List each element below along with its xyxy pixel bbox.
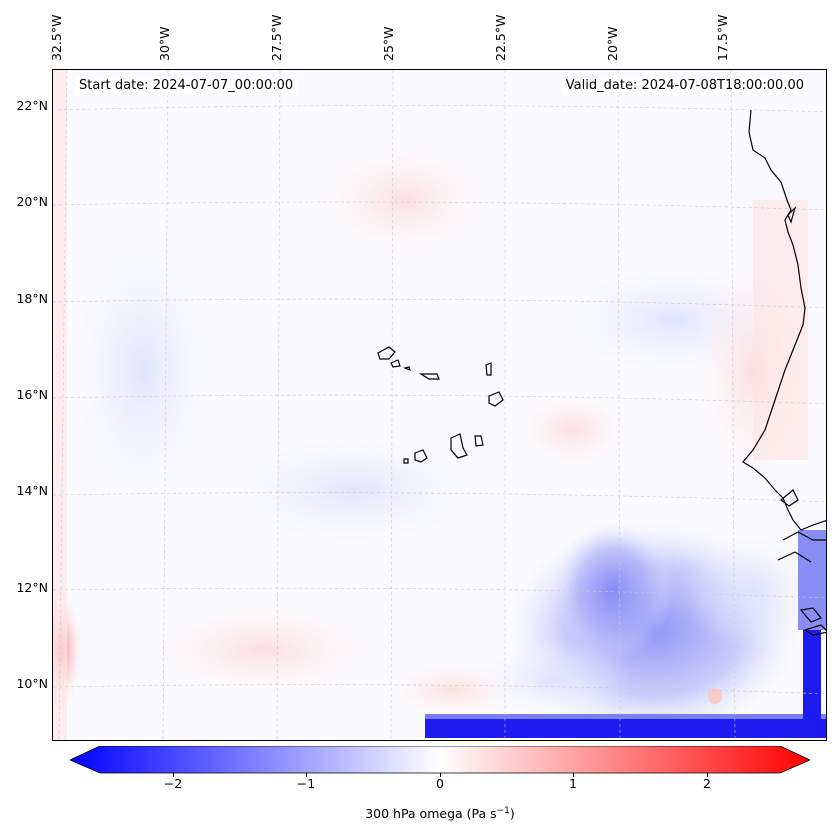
- blue-convection-region: [553, 520, 673, 660]
- lon-label-30w: 30°W: [157, 26, 172, 61]
- lat-label-10n: 10°N: [16, 676, 48, 691]
- lat-label-20n: 20°N: [16, 194, 48, 209]
- colorbar-bar: [69, 745, 811, 774]
- colorbar-tick-label: −2: [163, 776, 183, 791]
- blue-convection-region: [473, 640, 633, 720]
- island-maio: [474, 435, 484, 447]
- lon-label-25w: 25°W: [381, 26, 396, 61]
- colorbar: [69, 745, 811, 774]
- island-sao-nicolau: [418, 373, 440, 380]
- colorbar-tickmark: [306, 773, 307, 777]
- lat-label-18n: 18°N: [16, 291, 48, 306]
- lat-label-12n: 12°N: [16, 580, 48, 595]
- faint-red-region: [143, 600, 383, 700]
- colorbar-label-close: ): [509, 806, 515, 822]
- valid-date-annotation: Valid_date: 2024-07-08T18:00:00.00: [561, 77, 808, 95]
- faint-red-region: [513, 390, 633, 470]
- colorbar-tick-label: 1: [569, 776, 577, 791]
- blue-boundary-band: [798, 530, 826, 630]
- lon-label-32.5w: 32.5°W: [49, 14, 64, 61]
- red-edge-strip: [753, 200, 808, 460]
- lon-label-17.5w: 17.5°W: [715, 14, 730, 61]
- lon-label-22.5w: 22.5°W: [493, 14, 508, 61]
- colorbar-graphic: [69, 745, 811, 774]
- faint-blue-region: [63, 220, 223, 520]
- cape-verde-islands: [377, 346, 504, 464]
- colorbar-tick-label: 0: [436, 776, 444, 791]
- blue-convection-region: [683, 530, 823, 650]
- colorbar-label-exponent: −1: [496, 806, 510, 816]
- lon-label-27.5w: 27.5°W: [269, 14, 284, 61]
- gridlines: [53, 70, 826, 740]
- red-edge-strip: [53, 70, 67, 740]
- colorbar-label: 300 hPa omega (Pa s−1): [0, 806, 837, 821]
- colorbar-tickmark: [707, 773, 708, 777]
- red-spot: [708, 688, 722, 704]
- island-boa-vista: [488, 391, 504, 407]
- field-shading: [53, 70, 826, 740]
- blue-boundary-band: [425, 718, 826, 738]
- island-brava: [403, 458, 409, 464]
- island-santiago: [450, 433, 468, 459]
- island-sal: [485, 362, 492, 376]
- faint-red-region: [313, 140, 493, 260]
- map-plot-area: [52, 69, 827, 741]
- island-santo-antao: [377, 346, 396, 360]
- colorbar-tick-label: 2: [703, 776, 711, 791]
- colorbar-tickmark: [573, 773, 574, 777]
- island-fogo: [414, 449, 428, 463]
- lat-label-16n: 16°N: [16, 387, 48, 402]
- start-date-annotation: Start date: 2024-07-07_00:00:00: [75, 77, 298, 95]
- blue-boundary-band: [803, 630, 821, 730]
- island-sao-vicente: [390, 359, 401, 368]
- island-santa-luzia: [403, 366, 411, 372]
- colorbar-tickmark: [173, 773, 174, 777]
- colorbar-tick-label: −1: [296, 776, 316, 791]
- lat-label-22n: 22°N: [16, 98, 48, 113]
- lon-label-20w: 20°W: [605, 26, 620, 61]
- omega-field-map: [53, 70, 826, 740]
- coastline: [742, 109, 826, 636]
- blue-boundary-band: [425, 714, 826, 719]
- lat-label-14n: 14°N: [16, 483, 48, 498]
- colorbar-tickmark: [440, 773, 441, 777]
- colorbar-label-text: 300 hPa omega (Pa s: [365, 806, 497, 822]
